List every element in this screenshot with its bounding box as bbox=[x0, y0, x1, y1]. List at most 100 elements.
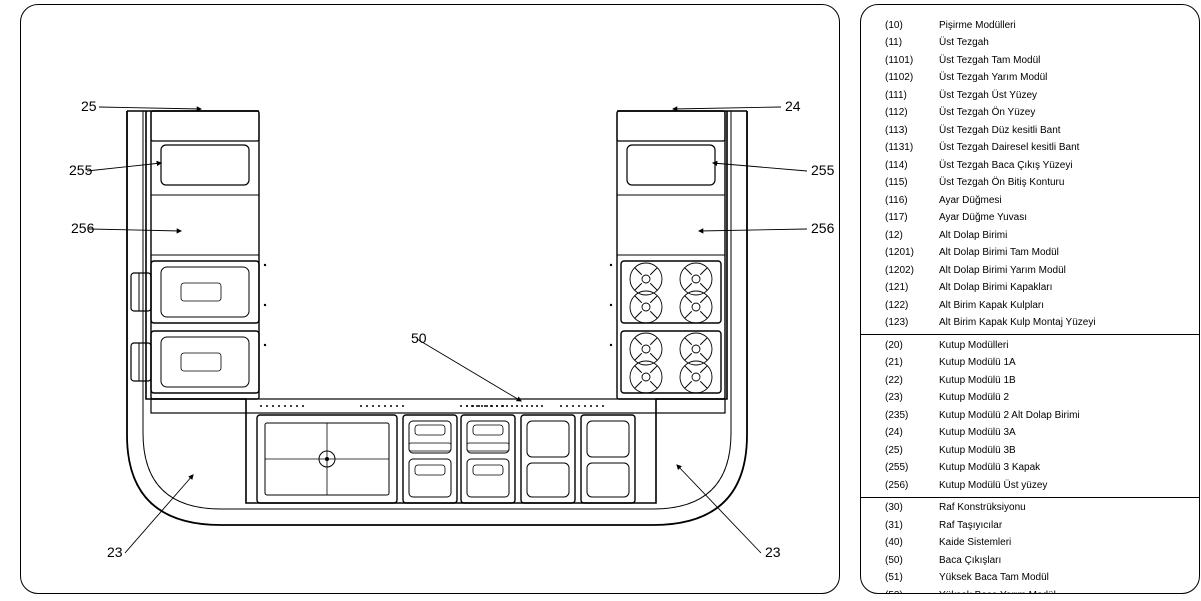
legend-row: (256)Kutup Modülü Üst yüzey bbox=[885, 477, 1181, 495]
legend-num: (122) bbox=[885, 301, 939, 311]
diagram-panel: 2525525624255256502323 bbox=[20, 4, 840, 594]
legend-row: (116)Ayar Düğmesi bbox=[885, 192, 1181, 210]
legend-label: Pişirme Modülleri bbox=[939, 21, 1016, 31]
legend-num: (11) bbox=[885, 38, 939, 48]
legend-num: (112) bbox=[885, 108, 939, 118]
legend-label: Baca Çıkışları bbox=[939, 556, 1001, 566]
legend-label: Alt Birim Kapak Kulp Montaj Yüzeyi bbox=[939, 318, 1096, 328]
legend-row: (122)Alt Birim Kapak Kulpları bbox=[885, 297, 1181, 315]
legend-label: Kutup Modülleri bbox=[939, 341, 1008, 351]
legend-num: (117) bbox=[885, 213, 939, 223]
legend-row: (1131)Üst Tezgah Dairesel kesitli Bant bbox=[885, 140, 1181, 158]
callout-label: 50 bbox=[411, 330, 427, 346]
legend-row: (11)Üst Tezgah bbox=[885, 35, 1181, 53]
legend-row: (12)Alt Dolap Birimi bbox=[885, 227, 1181, 245]
legend-label: Kaide Sistemleri bbox=[939, 538, 1011, 548]
legend-num: (12) bbox=[885, 231, 939, 241]
legend-num: (1131) bbox=[885, 143, 939, 153]
legend-row: (1201)Alt Dolap Birimi Tam Modül bbox=[885, 245, 1181, 263]
legend-separator bbox=[861, 497, 1199, 498]
legend-row: (113)Üst Tezgah Düz kesitli Bant bbox=[885, 122, 1181, 140]
legend-num: (52) bbox=[885, 591, 939, 594]
legend-row: (10)Pişirme Modülleri bbox=[885, 17, 1181, 35]
legend-num: (1202) bbox=[885, 266, 939, 276]
page: 2525525624255256502323 (10)Pişirme Modül… bbox=[0, 0, 1201, 601]
callout-label: 23 bbox=[107, 544, 123, 560]
callout-label: 255 bbox=[69, 162, 93, 178]
legend-num: (123) bbox=[885, 318, 939, 328]
legend-row: (117)Ayar Düğme Yuvası bbox=[885, 210, 1181, 228]
legend-label: Üst Tezgah Üst Yüzey bbox=[939, 91, 1037, 101]
callout-label: 256 bbox=[71, 220, 95, 236]
legend-label: Yüksek Baca Tam Modül bbox=[939, 573, 1049, 583]
legend-num: (1201) bbox=[885, 248, 939, 258]
legend-row: (1102)Üst Tezgah Yarım Modül bbox=[885, 70, 1181, 88]
legend-label: Kutup Modülü 3A bbox=[939, 428, 1016, 438]
legend-num: (40) bbox=[885, 538, 939, 548]
callout-label: 24 bbox=[785, 98, 801, 114]
legend-row: (123)Alt Birim Kapak Kulp Montaj Yüzeyi bbox=[885, 315, 1181, 333]
legend-row: (1101)Üst Tezgah Tam Modül bbox=[885, 52, 1181, 70]
legend-label: Üst Tezgah Tam Modül bbox=[939, 56, 1040, 66]
legend-num: (51) bbox=[885, 573, 939, 583]
legend-label: Üst Tezgah bbox=[939, 38, 989, 48]
legend-label: Üst Tezgah Düz kesitli Bant bbox=[939, 126, 1061, 136]
legend-panel: (10)Pişirme Modülleri(11)Üst Tezgah(1101… bbox=[860, 4, 1200, 594]
callout-label: 255 bbox=[811, 162, 835, 178]
legend-num: (255) bbox=[885, 463, 939, 473]
legend-label: Kutup Modülü 2 bbox=[939, 393, 1009, 403]
legend-label: Kutup Modülü 1A bbox=[939, 358, 1016, 368]
legend-row: (114)Üst Tezgah Baca Çıkış Yüzeyi bbox=[885, 157, 1181, 175]
legend-list: (10)Pişirme Modülleri(11)Üst Tezgah(1101… bbox=[861, 5, 1199, 594]
legend-label: Alt Dolap Birimi bbox=[939, 231, 1007, 241]
legend-label: Alt Birim Kapak Kulpları bbox=[939, 301, 1044, 311]
kitchen-diagram: 2525525624255256502323 bbox=[21, 5, 841, 595]
legend-row: (21)Kutup Modülü 1A bbox=[885, 355, 1181, 373]
legend-label: Üst Tezgah Ön Bitiş Konturu bbox=[939, 178, 1064, 188]
legend-separator bbox=[861, 334, 1199, 335]
legend-label: Yüksek Baca Yarım Modül bbox=[939, 591, 1056, 594]
legend-label: Ayar Düğmesi bbox=[939, 196, 1002, 206]
legend-row: (51)Yüksek Baca Tam Modül bbox=[885, 570, 1181, 588]
callout-label: 23 bbox=[765, 544, 781, 560]
legend-num: (10) bbox=[885, 21, 939, 31]
legend-label: Raf Taşıyıcılar bbox=[939, 521, 1002, 531]
legend-label: Kutup Modülü Üst yüzey bbox=[939, 481, 1047, 491]
legend-num: (1102) bbox=[885, 73, 939, 83]
legend-row: (24)Kutup Modülü 3A bbox=[885, 425, 1181, 443]
legend-num: (235) bbox=[885, 411, 939, 421]
legend-num: (22) bbox=[885, 376, 939, 386]
legend-row: (121)Alt Dolap Birimi Kapakları bbox=[885, 280, 1181, 298]
legend-label: Alt Dolap Birimi Yarım Modül bbox=[939, 266, 1066, 276]
legend-label: Üst Tezgah Yarım Modül bbox=[939, 73, 1047, 83]
legend-num: (111) bbox=[885, 91, 939, 101]
legend-row: (23)Kutup Modülü 2 bbox=[885, 390, 1181, 408]
legend-label: Üst Tezgah Dairesel kesitli Bant bbox=[939, 143, 1079, 153]
legend-label: Üst Tezgah Ön Yüzey bbox=[939, 108, 1035, 118]
legend-label: Alt Dolap Birimi Kapakları bbox=[939, 283, 1052, 293]
legend-row: (22)Kutup Modülü 1B bbox=[885, 372, 1181, 390]
legend-num: (114) bbox=[885, 161, 939, 171]
legend-row: (30)Raf Konstrüksiyonu bbox=[885, 500, 1181, 518]
legend-row: (235)Kutup Modülü 2 Alt Dolap Birimi bbox=[885, 407, 1181, 425]
legend-num: (121) bbox=[885, 283, 939, 293]
legend-row: (115)Üst Tezgah Ön Bitiş Konturu bbox=[885, 175, 1181, 193]
legend-num: (21) bbox=[885, 358, 939, 368]
legend-row: (25)Kutup Modülü 3B bbox=[885, 442, 1181, 460]
legend-row: (20)Kutup Modülleri bbox=[885, 337, 1181, 355]
callout-label: 25 bbox=[81, 98, 97, 114]
legend-row: (31)Raf Taşıyıcılar bbox=[885, 517, 1181, 535]
legend-label: Raf Konstrüksiyonu bbox=[939, 503, 1026, 513]
legend-num: (256) bbox=[885, 481, 939, 491]
legend-row: (111)Üst Tezgah Üst Yüzey bbox=[885, 87, 1181, 105]
legend-num: (31) bbox=[885, 521, 939, 531]
legend-label: Kutup Modülü 3B bbox=[939, 446, 1016, 456]
legend-label: Alt Dolap Birimi Tam Modül bbox=[939, 248, 1059, 258]
legend-num: (30) bbox=[885, 503, 939, 513]
legend-row: (40)Kaide Sistemleri bbox=[885, 535, 1181, 553]
legend-num: (1101) bbox=[885, 56, 939, 66]
legend-label: Kutup Modülü 3 Kapak bbox=[939, 463, 1040, 473]
legend-num: (115) bbox=[885, 178, 939, 188]
legend-label: Ayar Düğme Yuvası bbox=[939, 213, 1027, 223]
legend-label: Üst Tezgah Baca Çıkış Yüzeyi bbox=[939, 161, 1073, 171]
